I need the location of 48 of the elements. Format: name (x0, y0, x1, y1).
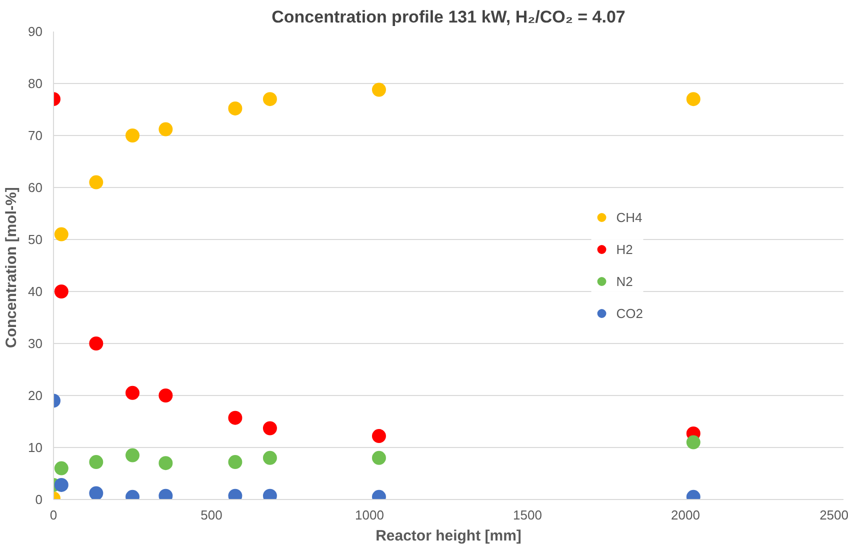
point (126, 386, 140, 400)
x-tick-label: 2500 (820, 508, 848, 522)
x-tick-label: 1000 (355, 508, 384, 522)
legend-label: H2 (616, 242, 634, 256)
y-tick-label: 70 (28, 128, 43, 143)
legend-label: CO2 (616, 306, 643, 320)
point (228, 410, 242, 425)
point (126, 128, 140, 142)
point (372, 429, 386, 444)
point (158, 122, 173, 136)
y-tick-label: 50 (28, 232, 43, 247)
x-tick-label: 2000 (671, 508, 700, 522)
x-axis-title: Reactor height [mm] (376, 528, 522, 544)
y-axis-title: Concentration [mol-%] (3, 187, 20, 348)
legend-label: CH4 (616, 210, 642, 224)
point (158, 456, 173, 470)
y-tick-label: 20 (28, 388, 43, 403)
point (89, 336, 104, 350)
x-tick-label: 0 (50, 508, 58, 522)
point (89, 486, 104, 500)
point (262, 421, 277, 436)
point (158, 388, 173, 402)
x-tick-label: 500 (200, 508, 222, 522)
y-tick-label: 80 (28, 76, 43, 91)
point (54, 284, 68, 298)
point (89, 175, 104, 190)
chart-title: Concentration profile 131 kW, H₂/CO₂ = 4.07 (272, 8, 626, 26)
y-tick-label: 60 (28, 180, 43, 195)
point (686, 435, 700, 450)
point (372, 82, 386, 97)
legend-label: N2 (616, 274, 634, 288)
point (262, 450, 277, 465)
point (686, 92, 700, 106)
y-tick-label: 30 (28, 336, 43, 351)
point (228, 455, 242, 470)
y-tick-label: 40 (28, 284, 43, 299)
y-tick-label: 10 (28, 440, 43, 455)
point (54, 227, 68, 242)
point (54, 478, 68, 492)
y-tick-label: 0 (35, 492, 43, 507)
x-tick-label: 1500 (513, 508, 542, 522)
point (126, 448, 140, 462)
point (372, 450, 386, 465)
point (54, 461, 68, 476)
point (262, 92, 277, 106)
point (228, 101, 242, 116)
point (89, 455, 104, 470)
y-tick-label: 90 (28, 24, 43, 39)
